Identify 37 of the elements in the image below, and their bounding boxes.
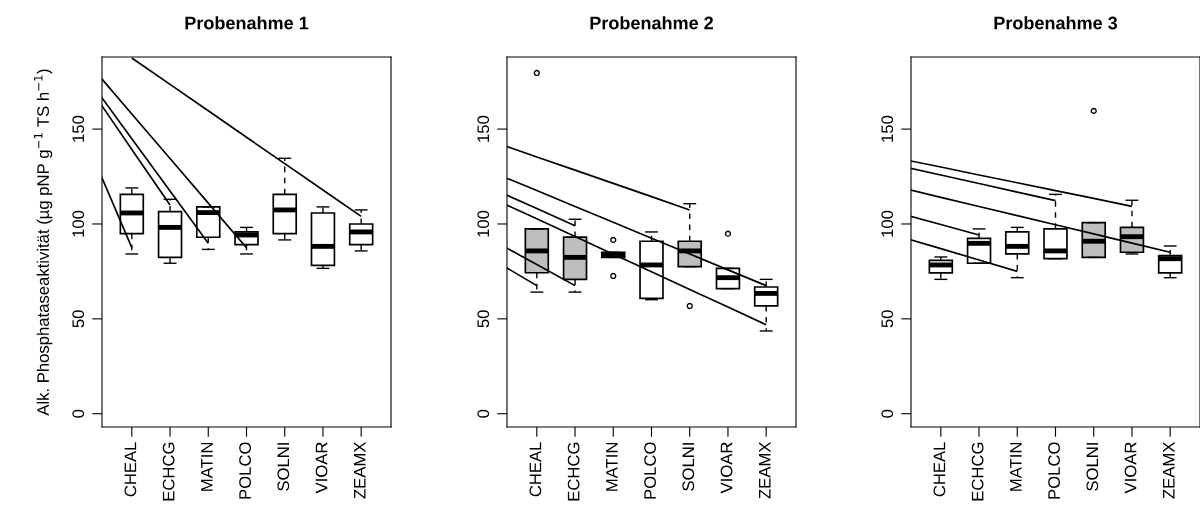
y-tick-label: 0 xyxy=(881,409,894,418)
chart-title: Probenahme 1 xyxy=(185,16,309,30)
x-tick-label: MATIN xyxy=(1010,442,1022,491)
chart-title: Probenahme 2 xyxy=(590,16,713,30)
x-tick-label: POLCO xyxy=(644,442,656,499)
chart-title: Probenahme 3 xyxy=(994,16,1118,30)
x-tick-label: SOLNI xyxy=(1086,443,1099,491)
x-tick-label: POLCO xyxy=(1048,442,1060,499)
x-tick-label: ZEAMX xyxy=(759,441,771,499)
x-tick-label: CHEAL xyxy=(124,442,137,497)
x-tick-label: SOLNI xyxy=(682,443,695,491)
x-tick-label: ECHCG xyxy=(567,442,580,501)
y-axis-title: Alk. Phosphataseaktivität (µg pNP g$^{−1}$ TS h$^{−1}$) xyxy=(33,69,53,416)
y-tick-label: 150 xyxy=(72,115,85,142)
x-tick-label: VIOAR xyxy=(315,442,328,494)
x-tick-label: VIOAR xyxy=(1124,442,1137,494)
x-tick-label: MATIN xyxy=(606,442,618,491)
y-tick-label: 0 xyxy=(477,409,490,418)
x-tick-label: CHEAL xyxy=(933,442,946,497)
x-tick-label: CHEAL xyxy=(529,442,542,497)
x-tick-label: ECHCG xyxy=(971,442,984,501)
x-tick-label: ECHCG xyxy=(162,442,175,501)
x-tick-label: MATIN xyxy=(201,442,213,491)
y-tick-label: 50 xyxy=(881,310,894,328)
y-tick-label: 150 xyxy=(881,115,894,142)
y-tick-label: 100 xyxy=(72,210,85,237)
y-tick-label: 150 xyxy=(477,115,490,142)
x-tick-label: SOLNI xyxy=(277,443,290,491)
y-tick-label: 0 xyxy=(72,409,85,418)
x-tick-label: POLCO xyxy=(239,442,251,499)
y-tick-label: 100 xyxy=(477,210,490,237)
x-tick-label: VIOAR xyxy=(720,442,733,494)
y-tick-label: 100 xyxy=(881,210,894,237)
y-tick-label: 50 xyxy=(72,310,85,328)
x-tick-label: ZEAMX xyxy=(354,441,366,499)
y-tick-label: 50 xyxy=(477,310,490,328)
x-tick-label: ZEAMX xyxy=(1163,441,1175,499)
